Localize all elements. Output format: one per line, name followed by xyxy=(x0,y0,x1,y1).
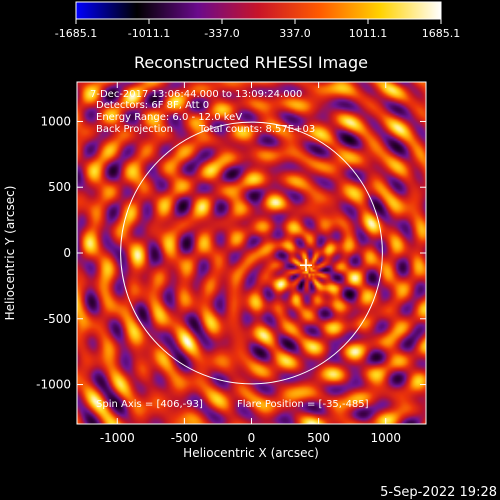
colorbar-tick-label: 337.0 xyxy=(279,27,311,40)
chart-title: Reconstructed RHESSI Image xyxy=(134,53,368,72)
colorbar-tick-label: -337.0 xyxy=(204,27,239,40)
colorbar xyxy=(75,1,442,20)
x-tick-label: -500 xyxy=(171,431,198,445)
footer-timestamp: 5-Sep-2022 19:28 xyxy=(380,485,497,500)
y-tick-label: 1000 xyxy=(40,114,71,128)
y-tick-label: 0 xyxy=(63,246,71,260)
colorbar-tick-label: -1011.1 xyxy=(128,27,170,40)
x-tick-label: 500 xyxy=(307,431,330,445)
colorbar-tick-label: -1685.1 xyxy=(55,27,97,40)
annotation-flare-position: Flare Position = [-35,-485] xyxy=(237,399,369,410)
solar-limb-circle xyxy=(120,121,383,385)
colorbar-tick-label: 1685.1 xyxy=(422,27,461,40)
x-tick-label: 1000 xyxy=(370,431,401,445)
colorbar-tick-label: 1011.1 xyxy=(349,27,388,40)
annotation-counts: Total counts: 8.57E+03 xyxy=(198,124,315,135)
annotation-method: Back Projection xyxy=(96,124,173,135)
x-axis-label: Heliocentric X (arcsec) xyxy=(183,446,319,460)
x-tick-label: -1000 xyxy=(100,431,135,445)
annotation-energy: Energy Range: 6.0 - 12.0 keV xyxy=(96,112,242,123)
spin-axis-marker xyxy=(299,259,312,272)
x-tick-label: 0 xyxy=(248,431,256,445)
annotation-time: 7-Dec-2017 13:06:44.000 to 13:09:24.000 xyxy=(90,89,302,100)
y-tick-label: 500 xyxy=(48,180,71,194)
heatmap-raster xyxy=(77,82,426,424)
annotation-spin-axis: Spin Axis = [406,-93] xyxy=(96,399,203,410)
y-axis-label: Heliocentric Y (arcsec) xyxy=(3,186,17,321)
annotation-detectors: Detectors: 6F 8F, Att 0 xyxy=(96,100,209,111)
y-tick-label: -500 xyxy=(44,312,71,326)
heatmap-image xyxy=(77,82,426,424)
axis-ticks: -1000 -500 0 500 1000 -1000 -500 0 500 1000 xyxy=(36,82,426,445)
y-tick-label: -1000 xyxy=(36,378,71,392)
colorbar-ticks: -1685.1 -1011.1 -337.0 337.0 1011.1 1685.1 xyxy=(55,19,460,40)
